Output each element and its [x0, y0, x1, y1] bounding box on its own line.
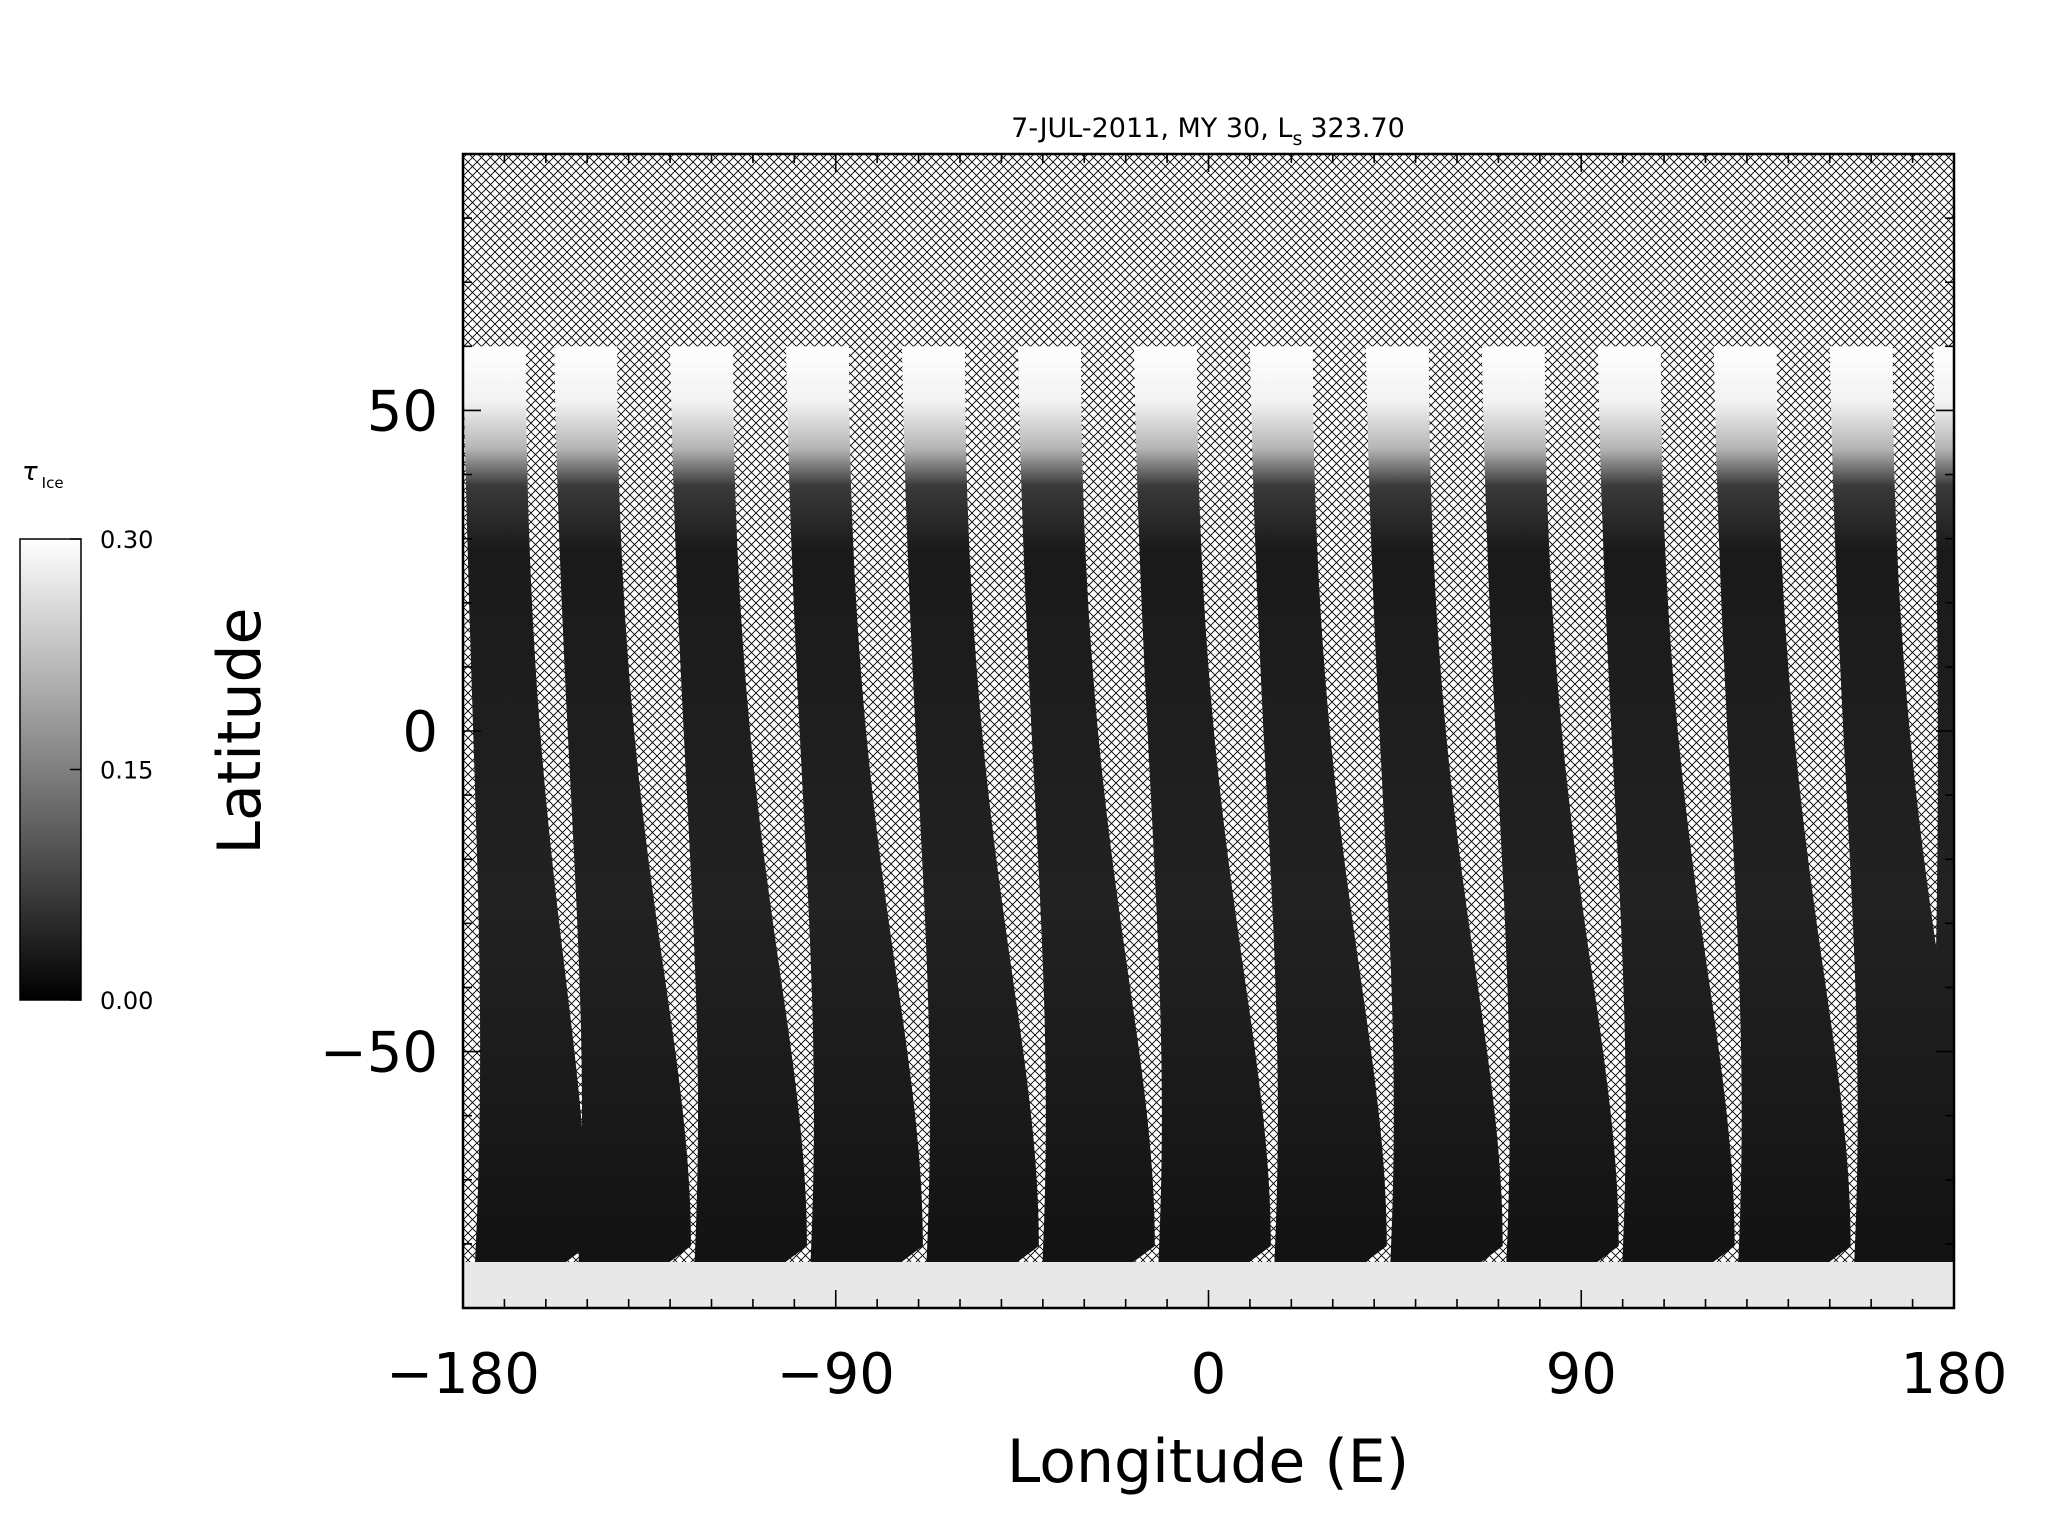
x-tick-label: −180 [386, 1342, 540, 1407]
colorbar-symbol: τ [22, 457, 38, 487]
colorbar-tick-label: 0.00 [100, 987, 153, 1015]
colorbar-title: τ Ice [22, 457, 64, 492]
swath-layer [463, 346, 1954, 1276]
swath-2 [554, 346, 691, 1276]
y-tick-label: 50 [367, 379, 438, 444]
x-axis-label: Longitude (E) [1007, 1427, 1409, 1497]
swath-10 [1481, 346, 1619, 1276]
colorbar-subscript: Ice [42, 474, 64, 492]
y-tick-label: −50 [320, 1021, 438, 1086]
x-tick-label: −90 [777, 1342, 895, 1407]
y-tick-labels: 50 0 −50 [320, 379, 438, 1085]
x-tick-label: 90 [1546, 1342, 1617, 1407]
swath-13 [1829, 346, 1954, 1276]
y-axis-label: Latitude [205, 608, 275, 855]
x-tick-labels: −180 −90 0 90 180 [386, 1342, 2007, 1407]
x-tick-label: 180 [1901, 1342, 2008, 1407]
chart-title: 7-JUL-2011, MY 30, Ls 323.70 [1011, 113, 1405, 150]
colorbar-tick-label: 0.30 [100, 526, 153, 554]
swath-3 [670, 346, 807, 1276]
swath-12 [1713, 346, 1851, 1276]
swath-14 [1924, 346, 1954, 1276]
swath-9 [1365, 346, 1503, 1276]
swath-7 [1133, 346, 1271, 1276]
chart-title-value: 323.70 [1310, 113, 1404, 144]
swath-1 [463, 346, 588, 1276]
tick-layer [462, 153, 1955, 1309]
colorbar-tick-label: 0.15 [100, 757, 153, 785]
chart-title-subscript: s [1292, 128, 1302, 150]
swath-6 [1017, 346, 1155, 1276]
colorbar: τ Ice 0.30 0.15 0.00 [19, 457, 153, 1015]
swath-8 [1249, 346, 1387, 1276]
chart-title-main: 7-JUL-2011, MY 30, L [1011, 113, 1292, 144]
x-tick-label: 0 [1191, 1342, 1227, 1407]
swath-5 [902, 346, 1039, 1276]
plot-area [461, 152, 1956, 1310]
swath-11 [1597, 346, 1735, 1276]
colorbar-ticks: 0.30 0.15 0.00 [70, 526, 153, 1015]
y-tick-label: 0 [402, 700, 438, 765]
swath-4 [786, 346, 923, 1276]
